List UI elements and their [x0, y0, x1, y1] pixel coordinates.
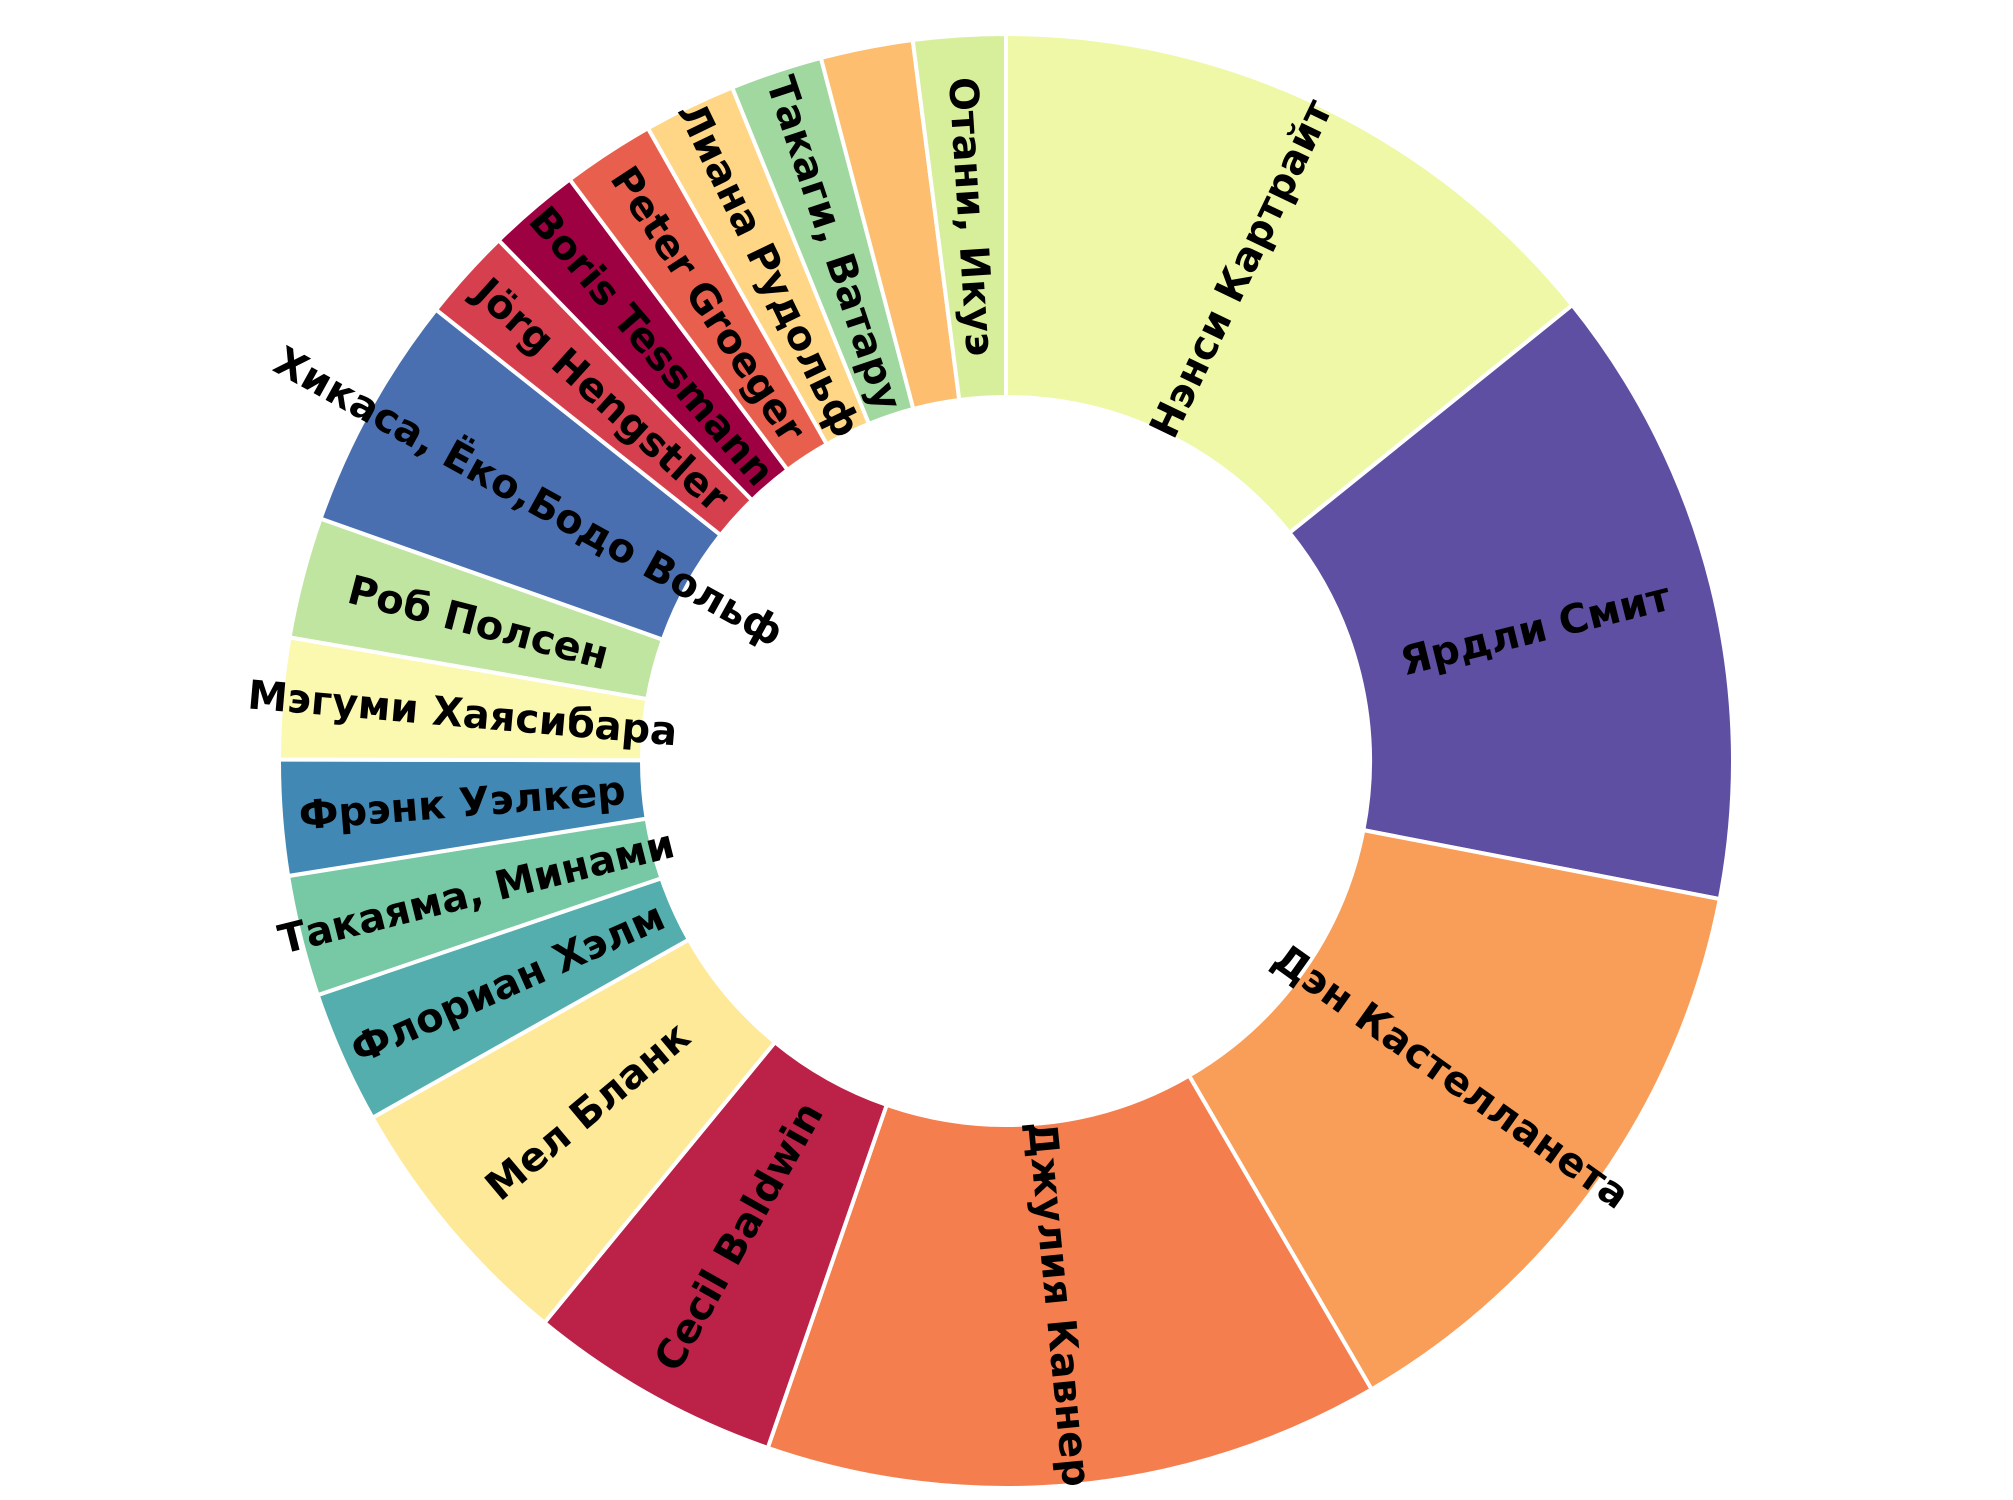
- slices-layer: [276, 31, 1735, 1490]
- donut-slice-18: [910, 31, 1008, 403]
- donut-slice-0: [1004, 31, 1576, 536]
- donut-slice-3: [765, 1072, 1375, 1490]
- donut-slice-1: [1286, 302, 1735, 902]
- donut-slice-2: [1186, 827, 1723, 1393]
